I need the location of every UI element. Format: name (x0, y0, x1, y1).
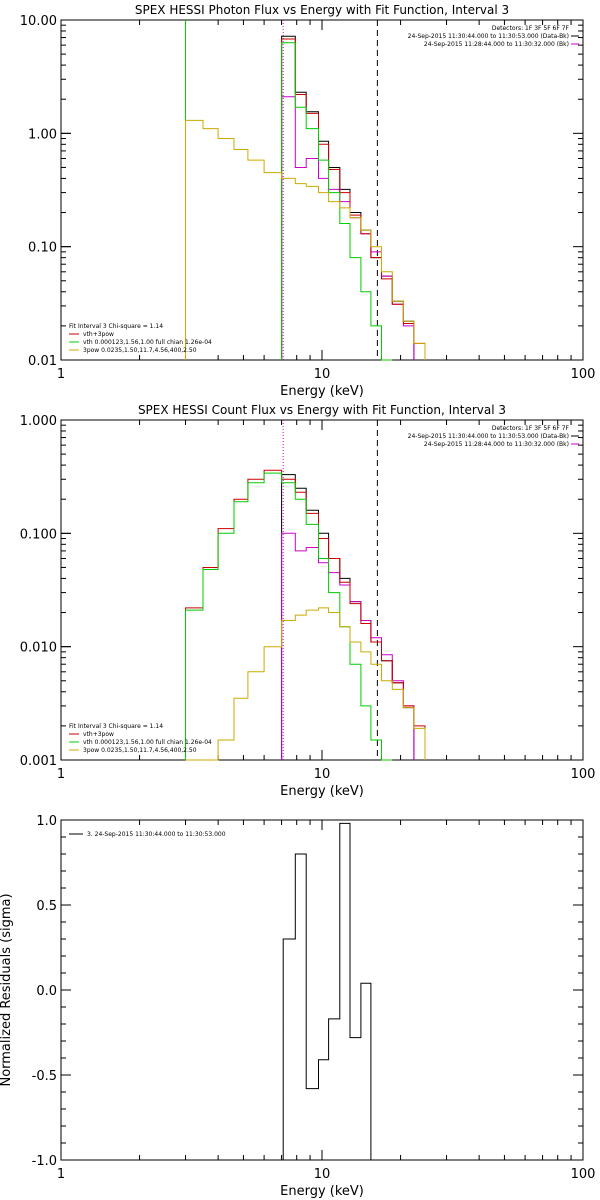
y-axis-label: Normalized Residuals (sigma) (0, 893, 14, 1086)
legend-top-line: 24-Sep-2015 11:30:44.000 to 11:30:53.000… (408, 33, 569, 40)
series-data-bk (281, 474, 415, 760)
x-axis-label: Energy (keV) (280, 784, 364, 799)
x-tick-label: 10 (314, 767, 331, 782)
x-axis-label: Energy (keV) (280, 384, 364, 399)
y-tick-label: -0.5 (32, 1069, 57, 1084)
series-3pow (185, 119, 426, 360)
x-tick-label: 100 (571, 367, 596, 382)
series-bk (281, 532, 415, 760)
x-tick-label: 1 (57, 367, 65, 382)
y-tick-label: -1.0 (32, 1154, 57, 1169)
y-tick-label: 0.001 (20, 754, 57, 769)
legend-bottom-line: vth 0.000123,1.56,1.00 full chian 1.26e-… (83, 739, 212, 746)
series-vth (281, 42, 393, 361)
legend-bottom-line: vth+3pow (83, 731, 114, 738)
legend-bottom-line: vth+3pow (83, 331, 114, 338)
legend-top-line: 24-Sep-2015 11:28:44.000 to 11:30:32.000… (424, 41, 569, 48)
legend-bottom-line: 3pow 0.0235,1.50,11.7,4.56,400,2.50 (83, 347, 197, 354)
legend-top-line: 24-Sep-2015 11:30:44.000 to 11:30:53.000… (408, 433, 569, 440)
y-tick-label: 0.5 (36, 899, 57, 914)
y-tick-label: 1.0 (36, 814, 57, 829)
x-axis-label: Energy (keV) (280, 1184, 364, 1199)
y-tick-label: 1.000 (20, 414, 57, 429)
legend-bottom-line: 3pow 0.0235,1.50,11.7,4.56,400,2.50 (83, 747, 197, 754)
plot-frame (60, 19, 584, 361)
legend-top-line: 3. 24-Sep-2015 11:30:44.000 to 11:30:53.… (87, 831, 226, 838)
series-bk (281, 96, 415, 360)
x-tick-label: 1 (57, 1167, 65, 1182)
legend-bottom-line: Fit Interval 3 Chi-square = 1.14 (69, 323, 163, 330)
y-tick-label: 0.010 (20, 641, 57, 656)
chart-panel-1: SPEX HESSI Photon Flux vs Energy with Fi… (20, 3, 596, 399)
series-3-24-sep-2015-11-30-44-000-to-11-30-53-000 (282, 822, 378, 1161)
x-tick-label: 100 (571, 767, 596, 782)
legend-bottom-line: Fit Interval 3 Chi-square = 1.14 (69, 723, 163, 730)
x-tick-label: 10 (314, 367, 331, 382)
plot-frame (60, 819, 584, 1161)
legend-top-line: Detectors: 1F 3F 5F 6F 7F (492, 25, 570, 32)
x-tick-label: 10 (314, 1167, 331, 1182)
y-tick-label: 0.0 (36, 984, 57, 999)
y-tick-label: 0.10 (28, 241, 57, 256)
legend-top-line: 24-Sep-2015 11:28:44.000 to 11:30:32.000… (424, 441, 569, 448)
series-vth (185, 472, 393, 761)
series-data-bk (281, 35, 415, 360)
x-tick-label: 100 (571, 1167, 596, 1182)
chart-title: SPEX HESSI Photon Flux vs Energy with Fi… (135, 3, 509, 17)
plot-frame (60, 419, 584, 761)
legend-top-line: Detectors: 1F 3F 5F 6F 7F (492, 425, 570, 432)
y-tick-label: 0.100 (20, 527, 57, 542)
y-tick-label: 10.00 (20, 14, 57, 29)
series-3pow (185, 607, 426, 761)
chart-title: SPEX HESSI Count Flux vs Energy with Fit… (138, 403, 506, 417)
y-tick-label: 1.00 (28, 127, 57, 142)
chart-panel-2: SPEX HESSI Count Flux vs Energy with Fit… (20, 403, 596, 799)
x-tick-label: 1 (57, 767, 65, 782)
chart-panel-3: 1 10 100 -1.0 -0.5 0.0 0.5 1.0 Energy (keV) Norma… (0, 814, 595, 1199)
legend-bottom-line: vth 0.000123,1.56,1.00 full chian 1.26e-… (83, 339, 212, 346)
y-tick-label: 0.01 (28, 354, 57, 369)
